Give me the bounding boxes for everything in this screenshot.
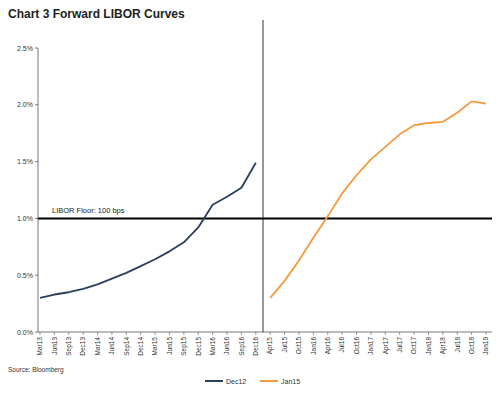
y-tick (35, 275, 38, 276)
x-tick (198, 332, 199, 335)
x-axis (38, 332, 492, 333)
x-tick (298, 332, 299, 335)
x-tick (212, 332, 213, 335)
y-tick-label: 1.5% (17, 158, 33, 165)
x-tick-label: Jun16 (223, 337, 230, 355)
x-tick (83, 332, 84, 335)
x-tick (270, 332, 271, 335)
x-tick-label: Sep16 (238, 337, 246, 356)
y-tick (35, 161, 38, 162)
x-tick-label: Sep15 (180, 337, 188, 356)
x-tick-label: Jun15 (166, 337, 173, 355)
x-tick-label: Apr17 (382, 337, 390, 355)
x-tick (399, 332, 400, 335)
x-tick-label: Oct15 (295, 337, 302, 355)
x-tick (183, 332, 184, 335)
x-tick (140, 332, 141, 335)
chart: Chart 3 Forward LIBOR Curves 0.0% 0.5% 1.0%… (0, 0, 500, 395)
x-tick-label: Sep14 (123, 337, 131, 356)
y-tick-label: 1.0% (17, 215, 33, 222)
series-line (40, 163, 256, 298)
x-tick-label: Apr16 (324, 337, 332, 355)
legend-swatch (260, 380, 278, 382)
x-tick-label: Jul18 (454, 337, 461, 353)
y-tick (35, 48, 38, 49)
x-tick-label: Jan19 (482, 337, 489, 355)
x-tick-label: Sep13 (65, 337, 73, 356)
x-tick-label: Oct18 (468, 337, 475, 355)
x-tick (126, 332, 127, 335)
x-tick-label: Mar15 (151, 337, 158, 356)
x-tick-label: Dec16 (252, 337, 259, 356)
x-tick (155, 332, 156, 335)
x-tick-label: Mar14 (94, 337, 101, 356)
x-tick (370, 332, 371, 335)
x-tick (54, 332, 55, 335)
x-tick (442, 332, 443, 335)
x-tick-label: Jun13 (51, 337, 58, 355)
x-tick-label: Mar16 (209, 337, 216, 356)
x-tick (284, 332, 285, 335)
legend-label: Jan15 (281, 378, 300, 385)
x-tick (471, 332, 472, 335)
legend-label: Dec12 (226, 378, 246, 385)
x-tick (385, 332, 386, 335)
x-tick-label: Jun14 (108, 337, 115, 355)
x-tick (414, 332, 415, 335)
x-tick-label: Dec14 (137, 337, 144, 356)
x-tick-label: Apr15 (266, 337, 274, 355)
y-tick (35, 332, 38, 333)
x-tick (428, 332, 429, 335)
x-tick (255, 332, 256, 335)
x-tick (68, 332, 69, 335)
x-tick (227, 332, 228, 335)
x-tick-label: Jul16 (338, 337, 345, 353)
x-tick-label: Oct17 (410, 337, 417, 355)
x-tick (313, 332, 314, 335)
x-tick-label: Jan16 (310, 337, 317, 355)
x-tick (97, 332, 98, 335)
title: Chart 3 Forward LIBOR Curves (8, 7, 185, 21)
x-tick-label: Jul15 (281, 337, 288, 353)
series-line (270, 101, 486, 298)
y-axis (38, 48, 39, 332)
x-tick (40, 332, 41, 335)
floor-label: LIBOR Floor: 100 bps (52, 206, 125, 215)
x-tick-label: Apr18 (439, 337, 447, 355)
y-tick-label: 0.5% (17, 272, 33, 279)
legend-swatch (205, 380, 223, 382)
x-tick-label: Dec13 (79, 337, 86, 356)
x-tick (111, 332, 112, 335)
x-tick (486, 332, 487, 335)
x-tick-label: Jan17 (367, 337, 374, 355)
source: Source: Bloomberg (8, 366, 64, 374)
x-tick-label: Mar13 (36, 337, 43, 356)
x-tick (356, 332, 357, 335)
x-tick-label: Oct16 (353, 337, 360, 355)
y-tick-label: 2.5% (17, 45, 33, 52)
x-tick-label: Jul17 (396, 337, 403, 353)
x-tick (169, 332, 170, 335)
x-tick (342, 332, 343, 335)
y-tick (35, 104, 38, 105)
x-tick (457, 332, 458, 335)
floor-line (38, 217, 492, 219)
x-tick-label: Jan18 (425, 337, 432, 355)
y-tick (35, 218, 38, 219)
plot-area (38, 101, 492, 298)
x-tick (241, 332, 242, 335)
x-tick (327, 332, 328, 335)
y-tick-label: 2.0% (17, 101, 33, 108)
y-tick-label: 0.0% (17, 329, 33, 336)
period-divider (263, 20, 264, 332)
x-tick-label: Dec15 (195, 337, 202, 356)
